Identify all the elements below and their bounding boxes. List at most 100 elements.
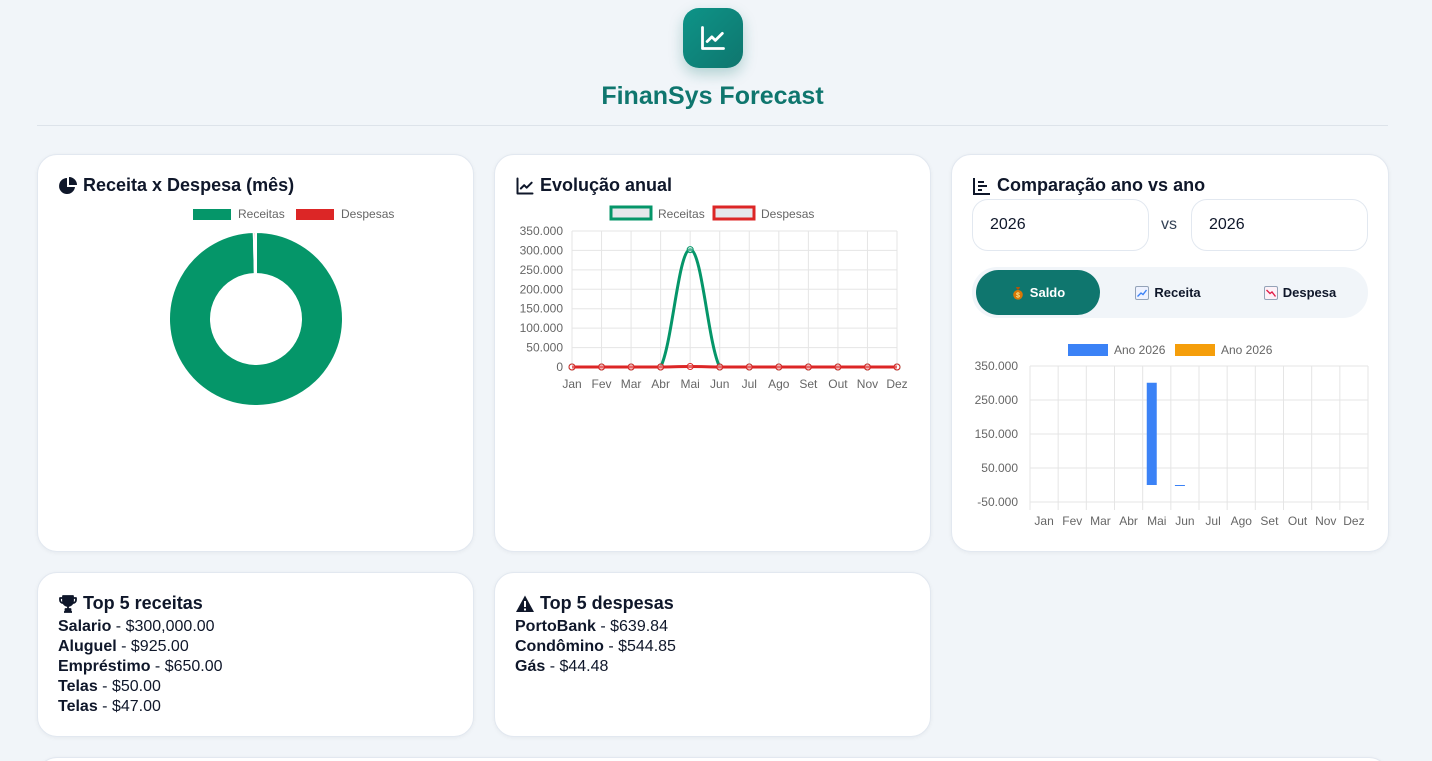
app-title: FinanSys Forecast <box>601 82 824 110</box>
y-tick-label: 350.000 <box>520 224 564 238</box>
data-point <box>804 363 812 371</box>
x-tick-label: Fev <box>1062 514 1082 528</box>
despesa-tab[interactable]: Despesa <box>1236 270 1364 315</box>
list-item: Condômino - $544.85 <box>515 638 676 655</box>
x-tick-label: Jan <box>1034 514 1053 528</box>
metric-toggle: $ Saldo Receita Despesa <box>972 267 1368 318</box>
x-tick-label: Set <box>799 377 818 391</box>
y-tick-label: 350.000 <box>975 359 1019 373</box>
legend-swatch <box>1068 344 1108 356</box>
list-item: Aluguel - $925.00 <box>58 638 189 655</box>
x-tick-label: Out <box>1288 514 1308 528</box>
card-title: Top 5 despesas <box>515 593 674 614</box>
pie-chart-icon <box>59 176 77 194</box>
list-item: Telas - $47.00 <box>58 698 161 715</box>
x-tick-label: Mai <box>1147 514 1166 528</box>
chart-line-icon <box>701 26 725 50</box>
legend-swatch <box>296 209 334 220</box>
legend-label: Despesas <box>761 207 814 221</box>
x-tick-label: Ago <box>1231 514 1253 528</box>
donut-slice <box>252 230 257 276</box>
y-tick-label: 0 <box>556 360 563 374</box>
data-point <box>834 363 842 371</box>
data-point <box>775 363 783 371</box>
money-bag-icon: $ <box>1012 286 1023 300</box>
top-expense-card: Top 5 despesas PortoBank - $639.84 Condô… <box>494 572 931 737</box>
legend-swatch <box>193 209 231 220</box>
x-tick-label: Ago <box>768 377 790 391</box>
saldo-tab[interactable]: $ Saldo <box>976 270 1100 315</box>
year-a-input[interactable] <box>972 199 1149 251</box>
data-point <box>657 363 665 371</box>
x-tick-label: Fev <box>592 377 612 391</box>
list-item: Empréstimo - $650.00 <box>58 658 223 675</box>
x-tick-label: Out <box>828 377 848 391</box>
x-tick-label: Mai <box>681 377 700 391</box>
donut-chart: Receitas Despesas <box>168 207 394 407</box>
legend-swatch <box>712 205 756 221</box>
list-item: Telas - $50.00 <box>58 678 161 695</box>
year-b-input[interactable] <box>1191 199 1368 251</box>
data-point <box>745 363 753 371</box>
data-point <box>627 363 635 371</box>
x-tick-label: Nov <box>1315 514 1336 528</box>
x-tick-label: Set <box>1260 514 1279 528</box>
data-point <box>568 363 576 371</box>
data-point <box>863 363 871 371</box>
bottom-card <box>37 757 1389 761</box>
x-tick-label: Jul <box>1205 514 1220 528</box>
y-tick-label: 200.000 <box>520 282 564 296</box>
chart-down-icon <box>1263 285 1278 300</box>
card-title: Evolução anual <box>515 175 672 196</box>
y-tick-label: 150.000 <box>975 427 1019 441</box>
legend-label: Receitas <box>238 207 285 221</box>
warning-icon <box>516 595 534 612</box>
trophy-icon <box>59 594 77 613</box>
y-tick-label: 300.000 <box>520 243 564 257</box>
legend-label: Receitas <box>658 207 705 221</box>
y-tick-label: 50.000 <box>981 461 1018 475</box>
y-tick-label: -50.000 <box>977 495 1018 509</box>
top-income-list: Salario - $300,000.00 Aluguel - $925.00 … <box>58 617 223 717</box>
y-tick-label: 250.000 <box>520 263 564 277</box>
card-title: Comparação ano vs ano <box>972 175 1205 196</box>
x-tick-label: Jun <box>710 377 729 391</box>
income-expense-card: Receita x Despesa (mês) Receitas Despesas <box>37 154 474 552</box>
x-tick-label: Jun <box>1175 514 1194 528</box>
bar <box>1174 485 1185 486</box>
comparison-bar-chart: Ano 2026 Ano 2026 -50.000 50.000 150.000 250.… <box>975 343 1369 528</box>
y-tick-label: 50.000 <box>526 341 563 355</box>
legend-label: Ano 2026 <box>1114 343 1166 357</box>
x-tick-label: Nov <box>857 377 878 391</box>
list-item: PortoBank - $639.84 <box>515 618 668 635</box>
x-tick-label: Dez <box>886 377 907 391</box>
svg-text:$: $ <box>1016 292 1020 299</box>
data-point <box>686 363 694 371</box>
y-tick-label: 100.000 <box>520 321 564 335</box>
legend-label: Despesas <box>341 207 394 221</box>
line-chart: Receitas Despesas 0 50.000 100.000 150.000 200… <box>520 205 908 391</box>
data-point <box>893 363 901 371</box>
year-comparison-card: Comparação ano vs ano vs $ Saldo Receita <box>951 154 1389 552</box>
y-tick-label: 150.000 <box>520 302 564 316</box>
x-tick-label: Dez <box>1343 514 1364 528</box>
chart-up-icon <box>1135 285 1150 300</box>
data-point <box>716 363 724 371</box>
top-expense-list: PortoBank - $639.84 Condômino - $544.85 … <box>515 617 676 677</box>
data-point <box>686 246 694 254</box>
donut-slice <box>168 230 344 407</box>
legend-label: Ano 2026 <box>1221 343 1273 357</box>
annual-evolution-card: Evolução anual Receitas Despesas 0 50.000 10… <box>494 154 931 552</box>
x-tick-label: Abr <box>651 377 670 391</box>
vs-label: vs <box>1161 216 1177 233</box>
x-tick-label: Abr <box>1119 514 1138 528</box>
data-point <box>598 363 606 371</box>
legend-swatch <box>609 205 653 221</box>
x-tick-label: Mar <box>621 377 642 391</box>
top-income-card: Top 5 receitas Salario - $300,000.00 Alu… <box>37 572 474 737</box>
legend-swatch <box>1175 344 1215 356</box>
y-tick-label: 250.000 <box>975 393 1019 407</box>
card-title: Receita x Despesa (mês) <box>58 175 294 196</box>
chart-line-icon <box>516 177 534 194</box>
receita-tab[interactable]: Receita <box>1104 270 1232 315</box>
